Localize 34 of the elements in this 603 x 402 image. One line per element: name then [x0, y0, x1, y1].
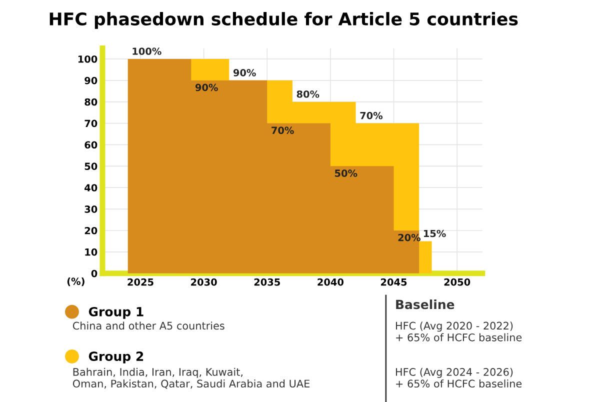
text: Baseline	[396, 299, 454, 310]
data-label: 15%	[424, 230, 446, 238]
y-tick-label: 50	[84, 162, 98, 170]
y-axis-title: (%)	[67, 277, 84, 286]
text: China and other A5 countries	[72, 322, 224, 330]
x-tick-label: 2045	[381, 278, 407, 286]
y-tick-label: 100	[78, 55, 98, 63]
y-tick-label: 10	[85, 248, 98, 256]
legend-label: Group 2	[88, 352, 144, 364]
data-label: 70%	[360, 112, 383, 120]
y-tick-label: 20	[84, 226, 98, 234]
y-tick-label: 40	[84, 184, 98, 192]
data-label: 80%	[296, 90, 320, 98]
chart-title: HFC phasedown schedule for Article 5 countries	[50, 12, 518, 29]
legend-label: Group 1	[88, 306, 144, 319]
x-tick-label: 2035	[254, 278, 280, 286]
text: Bahrain, India, Iran, Iraq, Kuwait, Oman, Pakistan, Qatar, Saudi Arabia and UAE	[72, 368, 310, 389]
y-tick-label: 0	[91, 270, 98, 278]
x-tick-label: 2030	[191, 278, 217, 286]
y-tick-label: 60	[84, 141, 98, 149]
text: HFC (Avg 2020 - 2022) + 65% of HCFC baseline	[396, 322, 522, 342]
x-tick-label: 2025	[128, 278, 154, 286]
data-label: 50%	[334, 170, 358, 177]
data-label: 90%	[195, 84, 218, 92]
text: HFC (Avg 2024 - 2026) + 65% of HCFC baseline	[396, 368, 522, 388]
data-label: 90%	[233, 69, 256, 76]
y-tick-label: 70	[84, 120, 98, 128]
x-tick-label: 2050	[444, 278, 470, 286]
y-tick-label: 80	[84, 98, 98, 106]
x-tick-label: 2040	[318, 278, 344, 286]
data-label: 70%	[272, 126, 294, 134]
y-tick-label: 90	[84, 76, 98, 84]
y-tick-label: 30	[84, 206, 98, 213]
data-label: 100%	[132, 48, 162, 55]
